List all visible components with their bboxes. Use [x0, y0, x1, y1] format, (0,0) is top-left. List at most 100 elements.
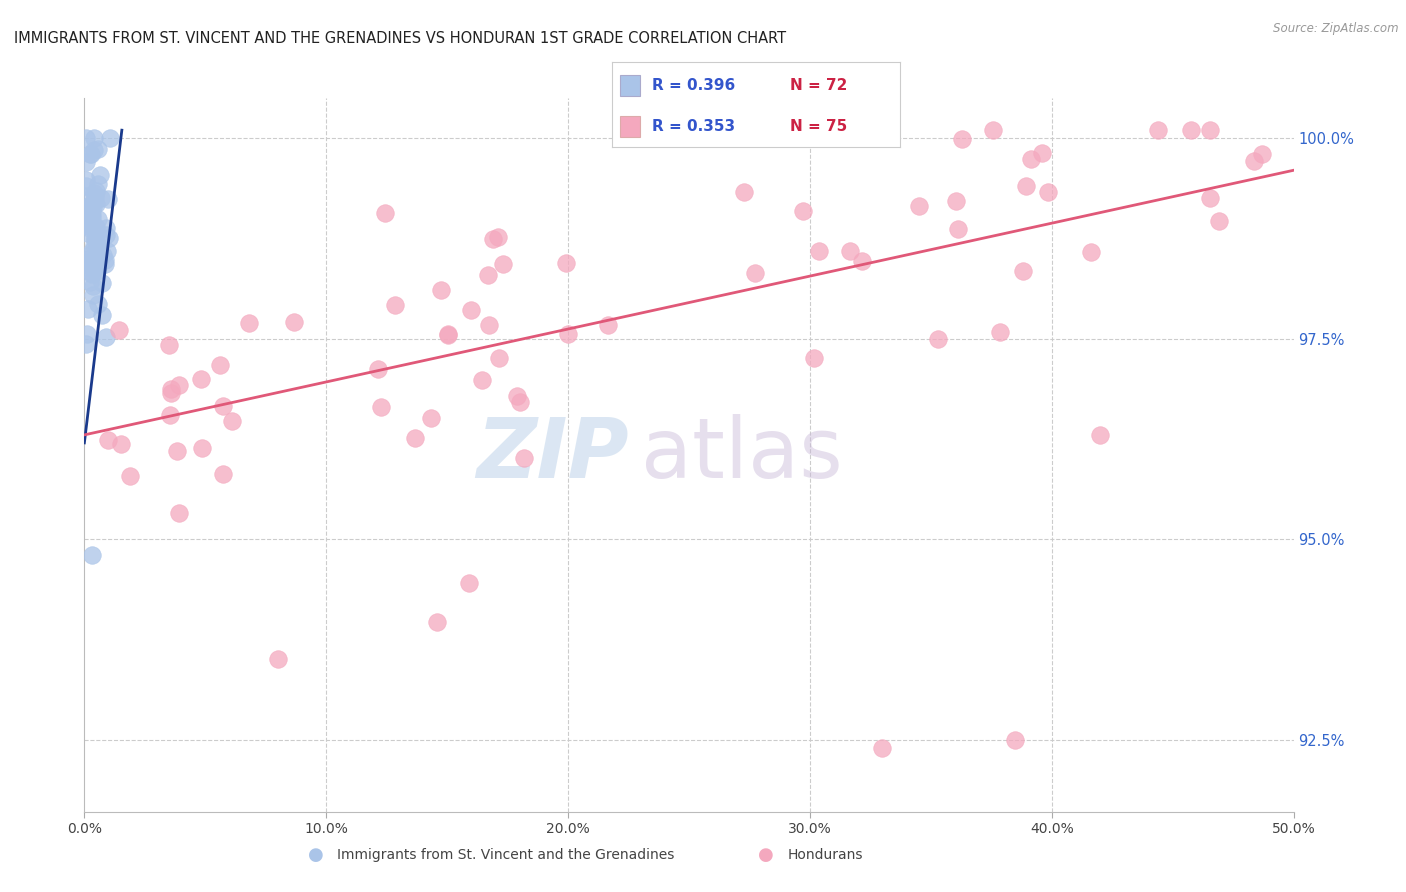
Point: [82, 262, 104, 277]
Point: [80, 246, 103, 260]
Point: [506, 389, 529, 403]
Point: [159, 408, 181, 422]
Point: [75, 200, 97, 214]
Point: [97, 230, 120, 244]
Text: R = 0.353: R = 0.353: [652, 119, 735, 134]
Point: [86, 238, 108, 252]
Text: atlas: atlas: [641, 415, 842, 495]
Point: [430, 284, 453, 298]
Point: [1015, 178, 1038, 193]
Point: [83, 232, 105, 246]
Point: [744, 266, 766, 280]
Point: [76, 302, 98, 317]
Point: [1208, 214, 1230, 228]
Point: [83, 143, 105, 157]
Point: [1198, 123, 1220, 137]
Point: [97, 192, 120, 206]
Point: [1012, 264, 1035, 278]
Point: [488, 351, 510, 366]
Point: [482, 232, 505, 246]
Point: [1199, 191, 1222, 205]
Point: [84, 196, 107, 211]
Point: [80, 265, 103, 279]
Point: [598, 318, 620, 332]
Point: [90, 276, 112, 290]
Point: [80, 211, 103, 225]
Point: [77, 216, 100, 230]
Point: [945, 194, 967, 208]
Point: [221, 414, 243, 428]
Point: [404, 432, 426, 446]
Point: [486, 230, 509, 244]
Point: [80, 222, 103, 236]
Bar: [620, 75, 641, 96]
Point: [96, 330, 118, 344]
Point: [988, 325, 1011, 339]
Point: [733, 185, 755, 199]
Point: [1251, 147, 1274, 161]
Point: [82, 195, 104, 210]
Point: [927, 333, 949, 347]
Point: [160, 386, 183, 401]
Point: [84, 232, 107, 246]
Point: [77, 205, 100, 219]
Point: [75, 131, 97, 145]
Point: [374, 206, 396, 220]
Point: [98, 131, 121, 145]
Point: [87, 178, 110, 192]
Point: [90, 309, 112, 323]
Point: [1036, 185, 1059, 199]
Point: [477, 268, 499, 282]
Point: [77, 209, 100, 223]
Point: [80, 268, 103, 282]
Point: [1019, 152, 1042, 166]
Point: [471, 373, 494, 387]
Point: [792, 204, 814, 219]
Point: [457, 575, 479, 590]
Point: [384, 297, 406, 311]
Text: R = 0.396: R = 0.396: [652, 78, 735, 94]
Point: [76, 200, 98, 214]
Point: [76, 252, 98, 266]
Point: [83, 186, 105, 201]
Point: [212, 467, 235, 481]
Point: [87, 260, 110, 274]
Point: [167, 377, 190, 392]
Point: [167, 506, 190, 520]
Point: [94, 257, 117, 271]
Point: [1031, 145, 1053, 160]
Point: [160, 382, 183, 396]
Point: [118, 469, 141, 483]
Point: [86, 239, 108, 253]
Point: [80, 254, 103, 268]
Point: [94, 228, 117, 243]
Point: [437, 327, 460, 342]
Point: [84, 220, 107, 235]
Point: [75, 337, 97, 351]
Point: [79, 204, 101, 219]
Point: [283, 315, 305, 329]
Point: [1243, 154, 1265, 169]
Text: ●: ●: [758, 846, 775, 863]
Text: N = 72: N = 72: [790, 78, 848, 94]
Text: ●: ●: [308, 846, 325, 863]
Point: [84, 184, 107, 198]
Point: [367, 361, 389, 376]
Point: [1088, 428, 1111, 442]
Text: Immigrants from St. Vincent and the Grenadines: Immigrants from St. Vincent and the Gren…: [337, 847, 675, 862]
Point: [87, 142, 110, 156]
Point: [946, 221, 969, 235]
Point: [80, 548, 103, 562]
Bar: [620, 116, 641, 137]
Point: [75, 173, 97, 187]
Point: [75, 154, 97, 169]
Point: [513, 450, 536, 465]
Point: [492, 257, 515, 271]
Point: [950, 132, 973, 146]
Point: [437, 327, 460, 342]
Point: [96, 244, 118, 258]
Point: [86, 264, 108, 278]
Point: [79, 146, 101, 161]
Point: [267, 652, 290, 666]
Point: [110, 436, 132, 450]
